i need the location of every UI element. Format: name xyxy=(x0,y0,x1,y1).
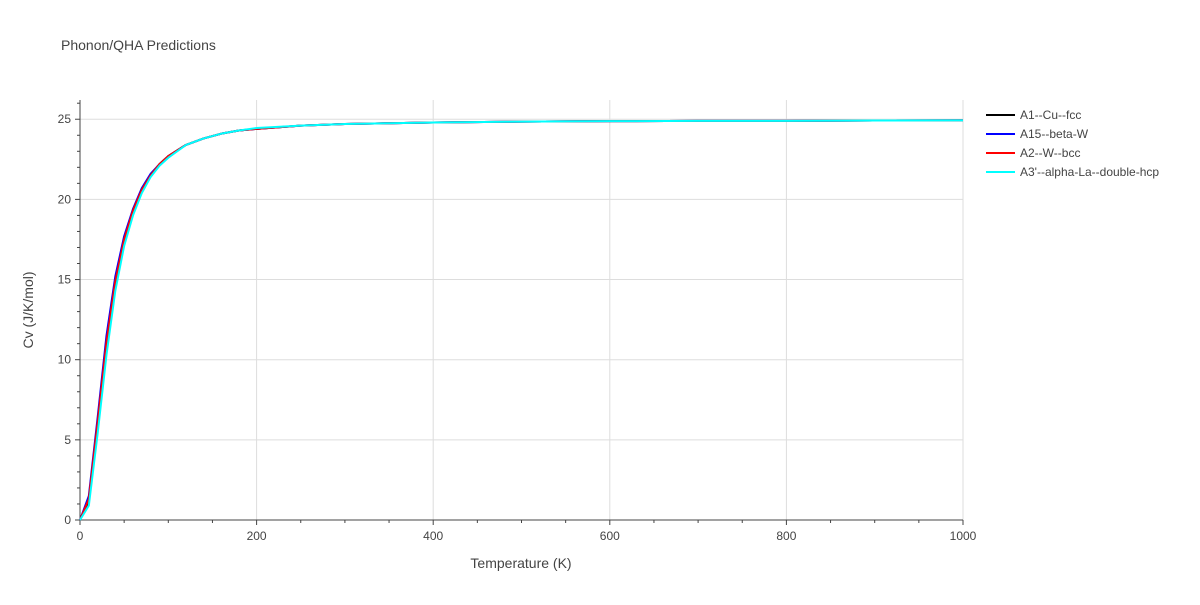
x-axis-title: Temperature (K) xyxy=(470,555,571,571)
x-tick-label: 1000 xyxy=(950,529,977,543)
legend-label: A15--beta-W xyxy=(1020,127,1089,141)
legend-label: A3'--alpha-La--double-hcp xyxy=(1020,165,1159,179)
chart-title: Phonon/QHA Predictions xyxy=(61,37,216,53)
y-tick-label: 10 xyxy=(58,353,72,367)
y-tick-label: 15 xyxy=(58,273,72,287)
y-tick-label: 0 xyxy=(64,513,71,527)
legend-label: A2--W--bcc xyxy=(1020,146,1080,160)
series-lines xyxy=(79,119,964,521)
series-line-2 xyxy=(79,119,964,521)
y-axis-title: Cv (J/K/mol) xyxy=(20,272,36,349)
series-line-0 xyxy=(79,119,964,521)
axes: 0 200 400 600 800 1000 0 5 10 15 20 25 xyxy=(58,100,977,543)
legend-item-1[interactable]: A15--beta-W xyxy=(986,127,1089,141)
legend[interactable]: A1--Cu--fcc A15--beta-W A2--W--bcc A3'--alp… xyxy=(986,108,1159,179)
x-tick-label: 600 xyxy=(600,529,620,543)
x-tick-label: 200 xyxy=(247,529,267,543)
x-tick-label: 400 xyxy=(423,529,443,543)
y-tick-label: 20 xyxy=(58,192,72,206)
legend-label: A1--Cu--fcc xyxy=(1020,108,1081,122)
legend-item-3[interactable]: A3'--alpha-La--double-hcp xyxy=(986,165,1159,179)
y-tick-label: 5 xyxy=(64,433,71,447)
series-line-1 xyxy=(79,119,964,521)
y-tick-label: 25 xyxy=(58,112,72,126)
series-line-3 xyxy=(79,119,964,521)
legend-item-0[interactable]: A1--Cu--fcc xyxy=(986,108,1081,122)
x-tick-label: 0 xyxy=(77,529,84,543)
grid xyxy=(80,100,964,520)
x-tick-label: 800 xyxy=(776,529,796,543)
legend-item-2[interactable]: A2--W--bcc xyxy=(986,146,1080,160)
